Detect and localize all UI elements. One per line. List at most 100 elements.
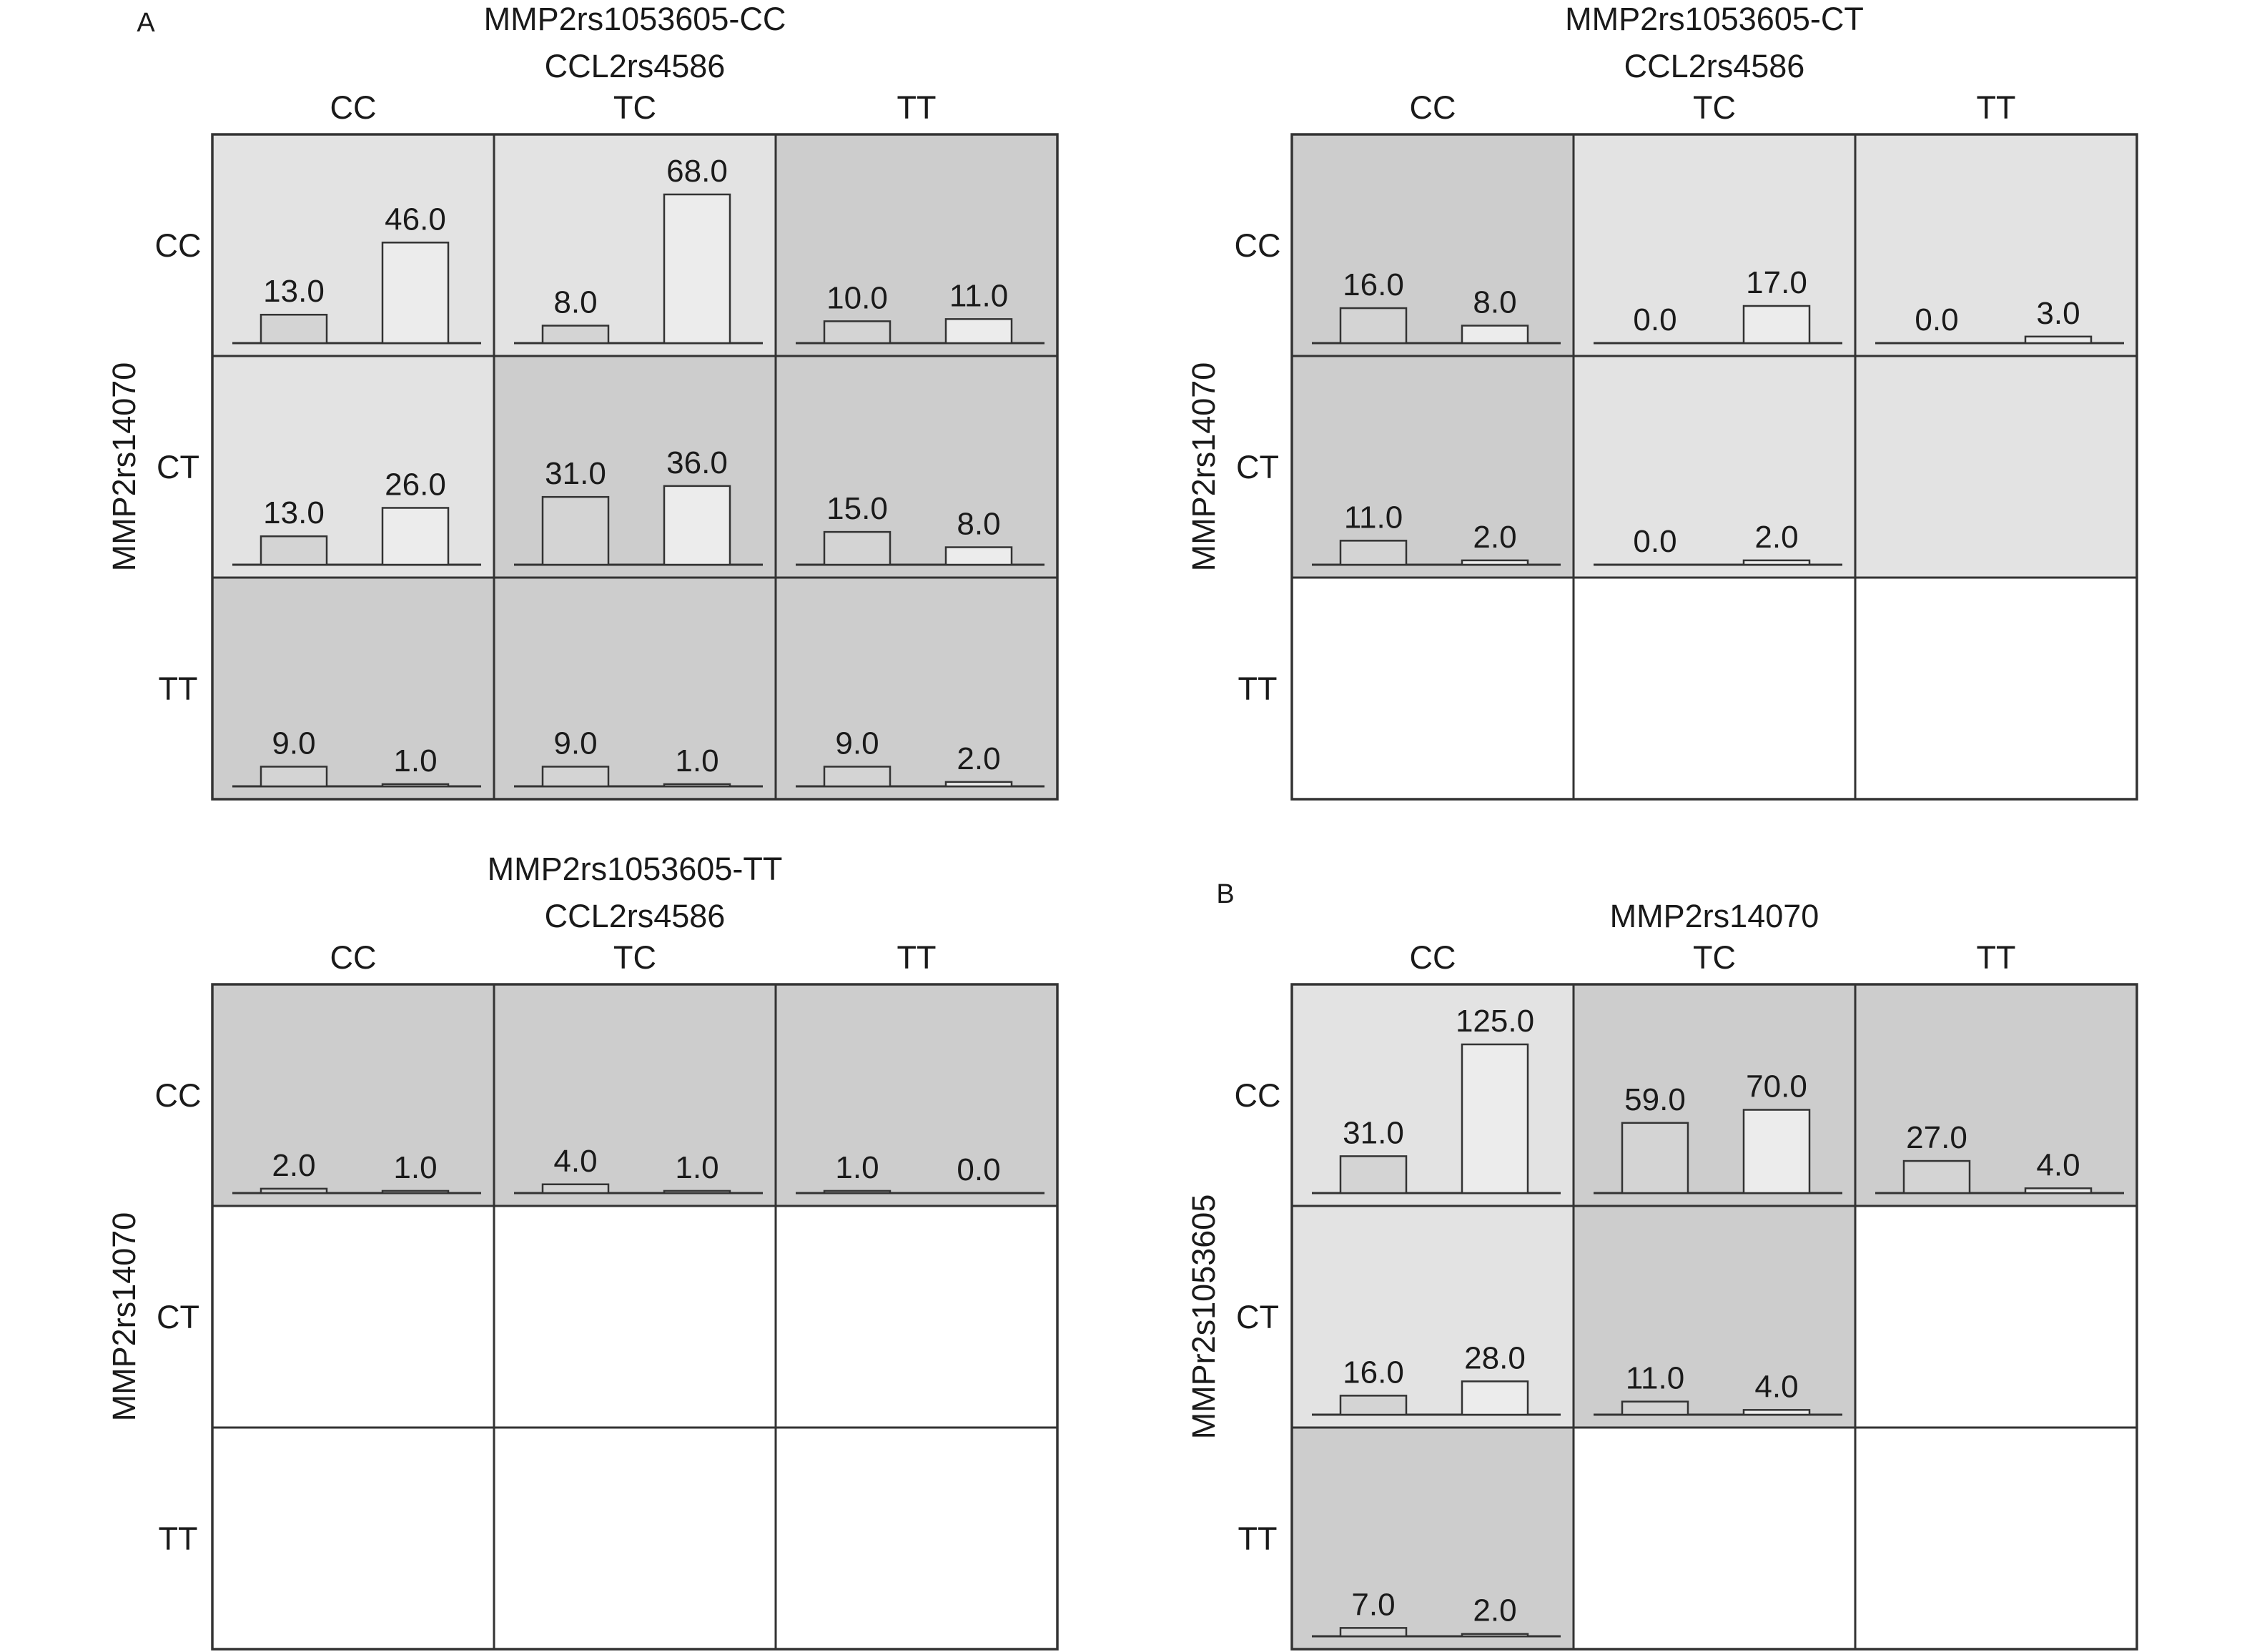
cell-background (776, 578, 1057, 799)
data-label: 11.0 (949, 278, 1008, 313)
bar (381, 507, 450, 566)
bar (1339, 1627, 1408, 1638)
column-level-label: CC (330, 939, 377, 976)
data-label: 11.0 (1344, 500, 1403, 535)
cell-background (776, 984, 1057, 1206)
data-label: 17.0 (1746, 265, 1807, 300)
data-label: 9.0 (272, 726, 315, 761)
bar (260, 535, 328, 566)
data-label: 59.0 (1624, 1082, 1686, 1117)
row-level-label: CT (1236, 449, 1279, 485)
row-level-label: TT (1238, 671, 1278, 707)
bar (1742, 305, 1811, 345)
cell-background (1292, 1206, 1574, 1428)
cell-background (494, 984, 776, 1206)
grid-border (1290, 133, 2138, 801)
bar (823, 1189, 892, 1195)
panel-4: B MMP2rs14070 CC TC TT MMPr2s1053605 CC CT TT 31.… (1185, 879, 2138, 1651)
bar (1339, 1395, 1408, 1416)
cell-background (494, 134, 776, 356)
data-label: 2.0 (957, 741, 1000, 776)
cell-background (1855, 356, 2137, 578)
data-label: 46.0 (385, 202, 446, 237)
column-factor-label: CCL2rs4586 (545, 898, 726, 934)
cell-background (1855, 578, 2137, 799)
row-level-label: CC (1235, 1077, 1281, 1114)
data-label: 8.0 (957, 507, 1000, 542)
row-level-label: TT (159, 1520, 198, 1557)
data-label: 70.0 (1746, 1069, 1807, 1104)
data-label: 10.0 (826, 280, 888, 315)
column-factor-label: CCL2rs4586 (545, 48, 726, 84)
data-label: 36.0 (666, 445, 728, 480)
row-level-label: CC (155, 1077, 202, 1114)
column-factor-label: MMP2rs14070 (1610, 898, 1819, 934)
data-label: 13.0 (263, 274, 325, 309)
bar (823, 766, 892, 788)
row-level-label: CT (157, 449, 199, 485)
data-label: 9.0 (553, 726, 597, 761)
cell-background (1574, 578, 1855, 799)
data-label: 4.0 (1754, 1369, 1798, 1404)
data-label: 16.0 (1343, 267, 1404, 302)
bar (1742, 559, 1811, 566)
cell-background (1292, 1428, 1574, 1649)
bar (381, 783, 450, 788)
bar (541, 1183, 610, 1195)
column-level-label: CC (1410, 89, 1456, 126)
data-label: 13.0 (263, 495, 325, 530)
row-level-label: CC (155, 227, 202, 264)
column-factor-label: CCL2rs4586 (1624, 48, 1805, 84)
cell-background (1574, 356, 1855, 578)
data-label: 1.0 (675, 1150, 718, 1185)
data-label: 4.0 (553, 1144, 597, 1179)
data-label: 3.0 (2036, 296, 2080, 331)
bar (1339, 307, 1408, 345)
bar (663, 193, 731, 345)
data-label: 1.0 (393, 743, 437, 778)
data-label: 1.0 (835, 1150, 879, 1185)
grid-border (211, 983, 1059, 1651)
data-label: 28.0 (1464, 1340, 1526, 1375)
cell-background (776, 1428, 1057, 1649)
cell-background (1292, 578, 1574, 799)
cell-background (776, 356, 1057, 578)
bar (2024, 335, 2093, 345)
cell-background (1574, 1428, 1855, 1649)
column-level-label: TC (613, 939, 656, 976)
data-label: 7.0 (1351, 1587, 1395, 1622)
data-label: 2.0 (272, 1148, 315, 1183)
column-level-label: TT (897, 939, 937, 976)
data-label: 0.0 (1915, 302, 1958, 337)
bar (541, 766, 610, 788)
cell-background (212, 984, 494, 1206)
row-level-label: CC (1235, 227, 1281, 264)
panel-label: B (1216, 879, 1234, 909)
cell-background (494, 1206, 776, 1428)
cell-background (1574, 134, 1855, 356)
bar (823, 320, 892, 345)
cell-background (1574, 1206, 1855, 1428)
data-label: 31.0 (1343, 1115, 1404, 1150)
bar (541, 325, 610, 345)
bar (1461, 325, 1529, 345)
bar (2024, 1187, 2093, 1195)
bar (541, 495, 610, 566)
bar (260, 1187, 328, 1195)
column-level-label: TC (1693, 89, 1736, 126)
row-factor-label: MMP2rs14070 (1185, 362, 1222, 572)
cell-background (1855, 984, 2137, 1206)
data-label: 26.0 (385, 467, 446, 502)
column-level-label: TT (897, 89, 937, 126)
data-label: 1.0 (675, 743, 718, 778)
column-level-label: TT (1977, 939, 2016, 976)
panel-1: A MMP2rs1053605-CC CCL2rs4586 CC TC TT MMP2rs1… (106, 1, 1059, 801)
data-label: 16.0 (1343, 1355, 1404, 1390)
cell-background (494, 578, 776, 799)
bar (1461, 1380, 1529, 1416)
bar (1461, 1043, 1529, 1195)
data-label: 27.0 (1906, 1120, 1967, 1155)
cell-background (494, 1428, 776, 1649)
cell-background (1292, 356, 1574, 578)
cell-background (212, 134, 494, 356)
